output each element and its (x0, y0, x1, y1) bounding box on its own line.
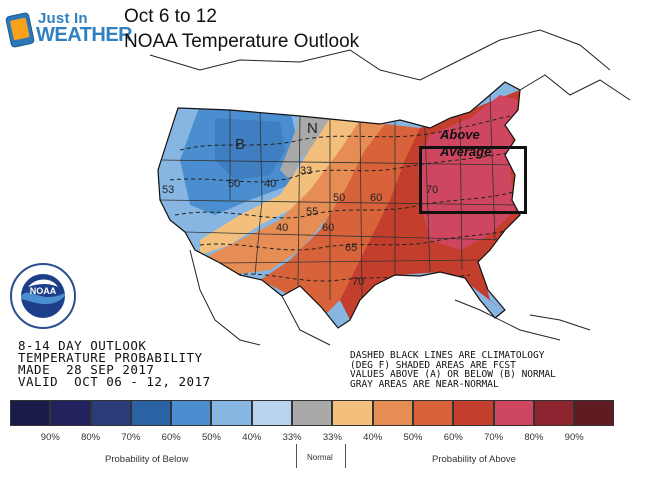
colorbar-tick-label: 50% (201, 432, 222, 443)
above-33-area (200, 118, 360, 255)
colorbar-swatch (372, 400, 413, 426)
colorbar-tick-label: 90% (564, 432, 584, 443)
colorbar-swatch (211, 400, 252, 426)
outlook-info: 8-14 DAY OUTLOOK TEMPERATURE PROBABILITY M… (18, 338, 211, 389)
above-average-annotation: Above Average (440, 126, 491, 160)
contour-label: 40 (276, 222, 289, 234)
near-normal-label: N (307, 120, 318, 137)
legend-notes: DASHED BLACK LINES ARE CLIMATOLOGY (DEG F… (350, 351, 556, 389)
colorbar-swatch (90, 400, 131, 426)
title-outlook: NOAA Temperature Outlook (124, 31, 360, 52)
contour-label: 40 (264, 178, 277, 190)
noaa-seal-icon: NOAA (10, 263, 76, 329)
colorbar-swatch (130, 400, 172, 426)
colorbar-tick-label: 33% (322, 432, 342, 443)
probability-below-label: Probability of Below (105, 454, 189, 465)
title-dates: Oct 6 to 12 (124, 6, 217, 27)
colorbar-tick-label: 70% (121, 432, 141, 443)
colorbar-tick-label: 90% (40, 432, 60, 443)
colorbar-swatch (251, 400, 293, 426)
legend-note-line: GRAY AREAS ARE NEAR-NORMAL (350, 378, 499, 390)
colorbar-tick-label: 40% (242, 432, 262, 443)
probability-above-label: Probability of Above (432, 454, 516, 465)
outlook-line: MADE 28 SEP 2017 (18, 362, 155, 377)
colorbar-tick-labels: 90% 80% 70% 60% 50% 40% 33% 33% 40% 50% 60% 70% 80% 9… (10, 432, 650, 444)
contour-label: 70 (352, 276, 365, 288)
legend-note-line: (DEG F) SHADED AREAS ARE FCST (350, 359, 516, 371)
contour-label: 53 (162, 184, 175, 196)
above-40-area (200, 120, 385, 275)
colorbar-swatch (332, 400, 373, 426)
logo-just-in: Just In (38, 10, 88, 27)
colorbar-tick-label: 50% (403, 432, 423, 443)
contour-label: 60 (322, 222, 335, 234)
colorbar-swatch (574, 400, 615, 426)
colorbar-tick-label: 33% (282, 432, 302, 443)
above-average-highlight-box (419, 146, 527, 214)
outlook-line: TEMPERATURE PROBABILITY (18, 350, 203, 365)
contour-label: 60 (370, 192, 383, 204)
colorbar-swatch (412, 400, 454, 426)
contour-label: 33 (300, 165, 313, 177)
colorbar-tick-label: 60% (161, 432, 181, 443)
contour-label: 65 (345, 242, 358, 254)
legend-note-line: DASHED BLACK LINES ARE CLIMATOLOGY (350, 350, 545, 361)
colorbar-tick-label: 70% (484, 432, 504, 443)
probability-colorbar (10, 400, 615, 426)
colorbar-tick-label: 80% (81, 432, 101, 443)
above-50-area (260, 124, 420, 320)
near-normal-area (280, 115, 330, 180)
annotation-line1: Above (440, 127, 480, 142)
below-60-area (215, 118, 285, 180)
contour-label: 50 (228, 178, 241, 190)
colorbar-swatch (10, 400, 51, 426)
contour-label: 70 (426, 184, 439, 196)
state-borders (159, 94, 520, 301)
normal-label: Normal (307, 453, 333, 462)
colorbar-tick-label: 40% (363, 432, 383, 443)
outlook-line: 8-14 DAY OUTLOOK (18, 338, 147, 353)
colorbar-tick-label: 80% (524, 432, 544, 443)
colorbar-tick-label: 60% (443, 432, 463, 443)
phone-icon (4, 11, 36, 49)
colorbar-swatch (533, 400, 575, 426)
normal-bracket (296, 444, 346, 468)
us-temperature-outlook-map (149, 29, 631, 346)
contour-label: 50 (333, 192, 346, 204)
just-in-weather-logo: Just In WEATHER (4, 10, 133, 50)
colorbar-swatch (292, 400, 333, 426)
colorbar-swatch (50, 400, 91, 426)
background-borders (149, 29, 631, 346)
colorbar-swatch (453, 400, 494, 426)
logo-weather: WEATHER (36, 24, 133, 46)
annotation-line2: Average (440, 144, 492, 159)
us-outline (157, 81, 521, 329)
below-label: B (235, 136, 246, 153)
contour-label: 55 (306, 206, 319, 218)
colorbar-swatch (493, 400, 534, 426)
noaa-seal-text: NOAA (30, 286, 57, 296)
colorbar-swatch (171, 400, 212, 426)
legend-note-line: VALUES ABOVE (A) OR BELOW (B) NORMAL (350, 369, 556, 380)
outlook-line: VALID OCT 06 - 12, 2017 (18, 374, 211, 389)
below-50-area (180, 105, 300, 215)
